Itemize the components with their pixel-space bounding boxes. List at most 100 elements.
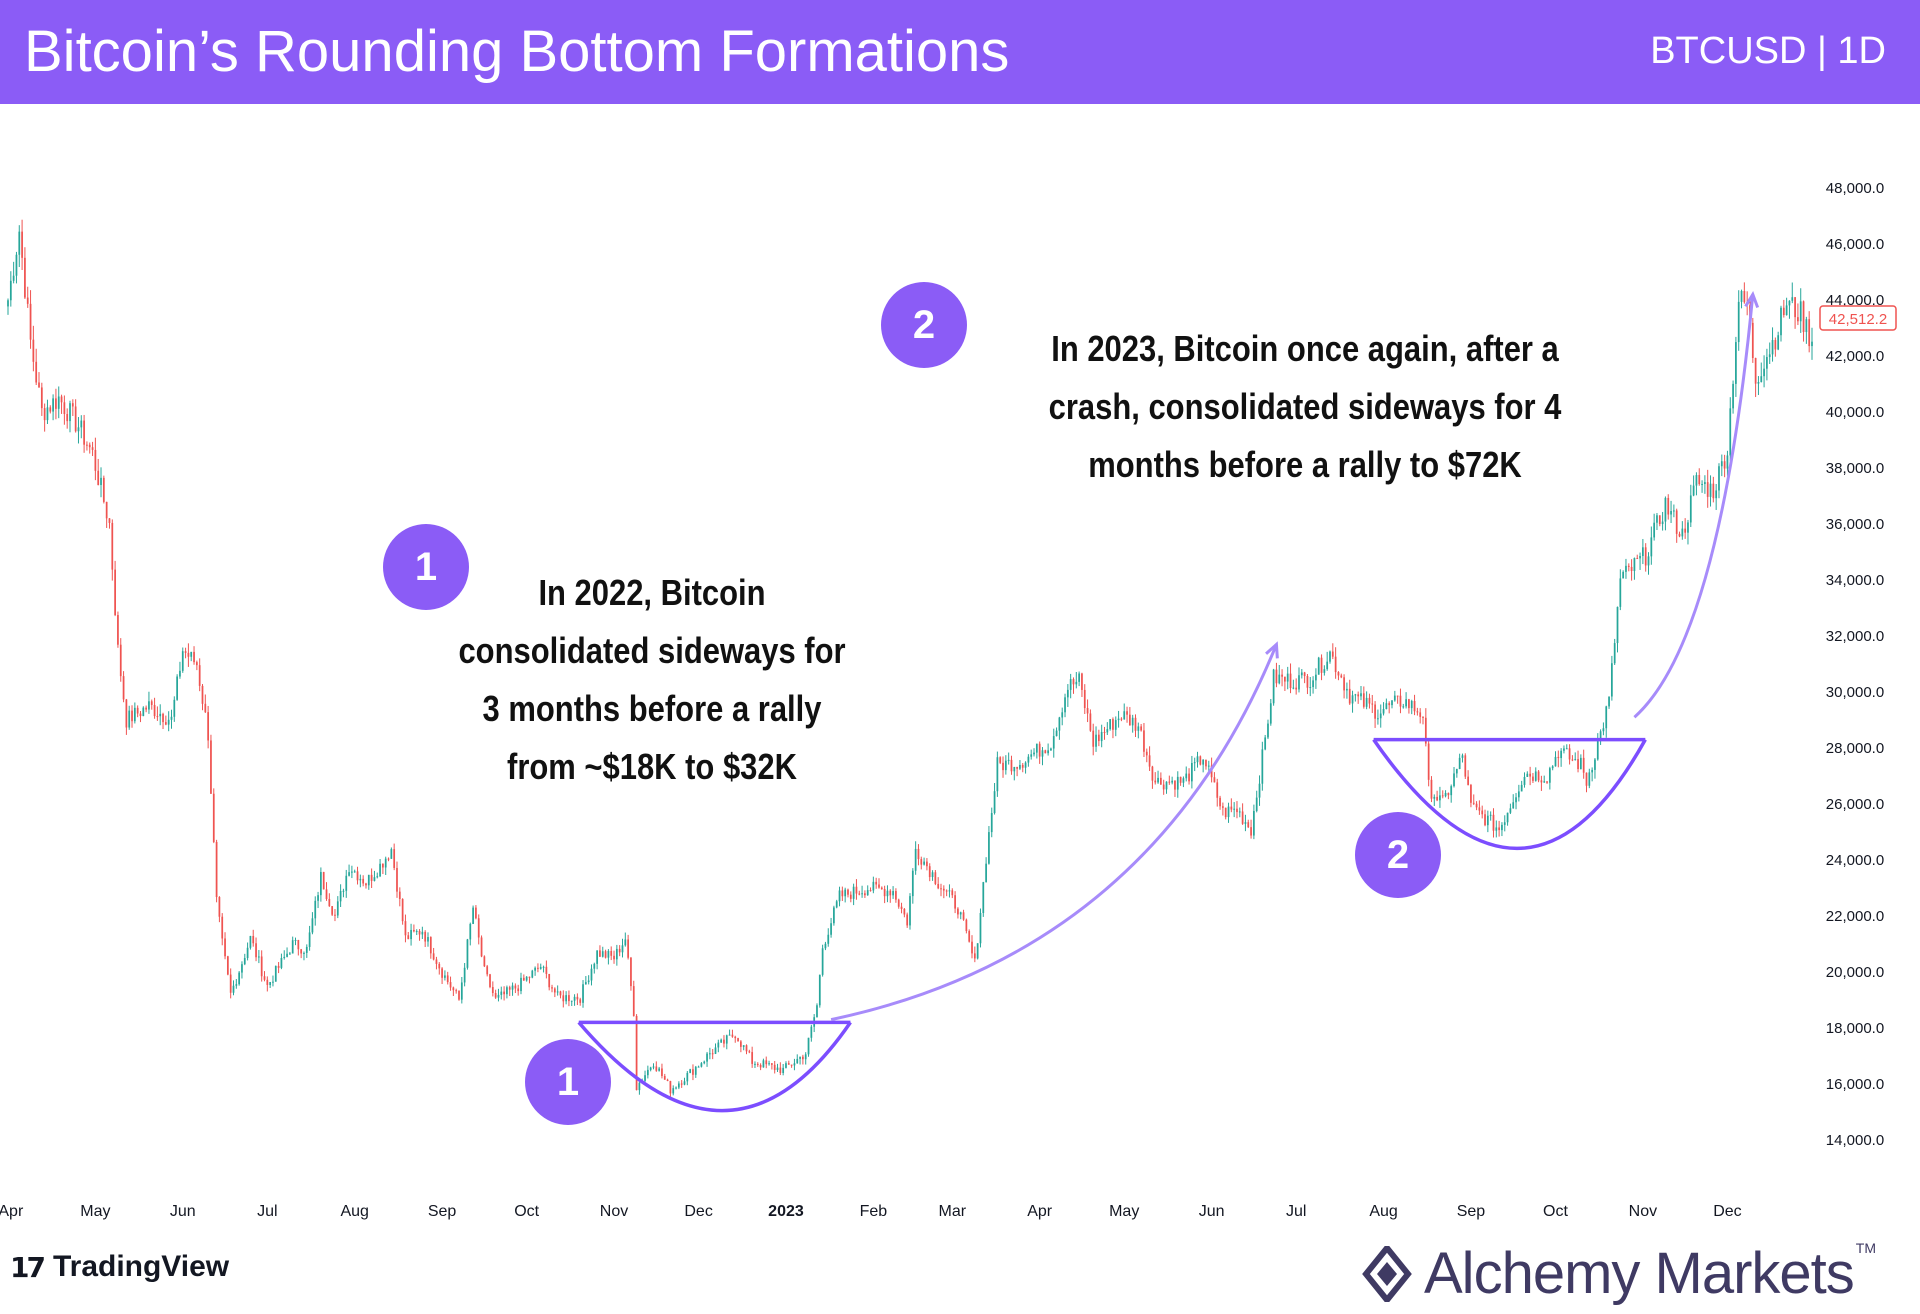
- candle-body: [740, 1041, 742, 1047]
- candle-body: [181, 651, 184, 671]
- badge-1-top: 1: [383, 524, 469, 610]
- candle-body: [824, 943, 827, 949]
- candle-body: [1422, 716, 1424, 718]
- candle-body: [965, 919, 968, 932]
- x-tick-label: Nov: [1629, 1203, 1657, 1220]
- candle-body: [1385, 703, 1388, 710]
- candle-body: [35, 361, 38, 383]
- candle-body: [55, 398, 57, 409]
- candle-body: [889, 890, 892, 896]
- y-tick-label: 14,000.0: [1826, 1132, 1884, 1149]
- candle-body: [537, 967, 539, 969]
- candle-body: [1168, 781, 1171, 783]
- candle-body: [1171, 780, 1174, 783]
- candle-body: [384, 858, 387, 868]
- candle-body: [69, 403, 71, 422]
- candle-body: [1368, 697, 1371, 704]
- candle-body: [1726, 455, 1729, 469]
- candle-body: [286, 953, 288, 957]
- candle-body: [1193, 762, 1196, 764]
- candle-body: [477, 918, 480, 938]
- candle-body: [1591, 769, 1594, 773]
- candle-body: [1222, 806, 1224, 808]
- candle-body: [959, 912, 962, 915]
- candle-body: [1427, 743, 1430, 780]
- candle-body: [1089, 713, 1092, 731]
- badge-2-top: 2: [881, 282, 967, 368]
- candle-body: [1320, 657, 1323, 673]
- candle-body: [322, 872, 325, 890]
- candle-body: [768, 1063, 770, 1065]
- candle-body: [1250, 827, 1252, 836]
- candle-body: [1594, 759, 1596, 770]
- candle-body: [1374, 704, 1376, 719]
- candle-body: [486, 966, 489, 975]
- candle-body: [1413, 701, 1416, 712]
- candle-body: [1475, 803, 1478, 808]
- candle-body: [1233, 808, 1236, 810]
- annotation-2022-line-1: In 2022, Bitcoin: [538, 572, 766, 613]
- candle-body: [624, 939, 627, 946]
- candle-body: [1512, 802, 1515, 809]
- candle-body: [1351, 695, 1354, 704]
- candle-body: [517, 988, 520, 992]
- candle-body: [193, 651, 195, 663]
- candle-body: [528, 976, 531, 978]
- candle-body: [494, 993, 497, 998]
- candle-body: [1207, 765, 1210, 767]
- candle-body: [1196, 756, 1199, 763]
- candle-body: [1706, 482, 1709, 497]
- candle-body: [522, 977, 525, 981]
- candle-body: [872, 881, 875, 891]
- candle-body: [407, 935, 410, 940]
- candle-body: [1433, 796, 1436, 799]
- candle-body: [1571, 759, 1574, 761]
- candle-body: [114, 569, 116, 616]
- candle-body: [294, 940, 297, 942]
- candle-body: [982, 882, 985, 914]
- candle-body: [1501, 824, 1503, 831]
- candle-body: [1470, 784, 1472, 803]
- candle-body: [1391, 700, 1393, 706]
- candle-body: [1100, 731, 1103, 742]
- candle-body: [1162, 784, 1165, 790]
- formation-drawings: [577, 290, 1760, 1113]
- candle-body: [1021, 764, 1024, 768]
- x-tick-label: Apr: [1027, 1203, 1053, 1220]
- candle-body: [945, 890, 948, 892]
- candle-body: [1689, 495, 1692, 523]
- candle-body: [506, 987, 508, 995]
- candle-body: [1565, 748, 1568, 750]
- candle-body: [404, 921, 407, 936]
- candle-body: [117, 615, 119, 645]
- candle-body: [1219, 797, 1221, 807]
- candle-body: [1123, 711, 1126, 720]
- candle-body: [150, 701, 153, 705]
- candle-body: [613, 955, 615, 960]
- candle-body: [1315, 674, 1317, 681]
- candle-body: [370, 874, 373, 881]
- alchemy-markets-brand: Alchemy Markets TM: [1362, 1240, 1876, 1307]
- candle-body: [686, 1072, 689, 1082]
- candle-body: [1306, 676, 1309, 688]
- candle-body: [951, 890, 954, 896]
- x-tick-label: Aug: [340, 1203, 368, 1220]
- candle-body: [1782, 307, 1785, 316]
- candle-body: [105, 501, 108, 519]
- candle-body: [1523, 776, 1526, 785]
- candle-body: [46, 407, 49, 421]
- candle-body: [156, 716, 159, 718]
- candle-body: [663, 1076, 666, 1080]
- candle-body: [300, 949, 303, 954]
- candle-body: [765, 1060, 768, 1065]
- candle-body: [1670, 510, 1672, 515]
- symbol-timeframe-label: BTCUSD | 1D: [1650, 30, 1886, 72]
- candle-body: [661, 1068, 663, 1077]
- candle-body: [1244, 822, 1247, 824]
- candle-body: [1777, 335, 1780, 350]
- last-price-label: 42,512.2: [1829, 311, 1887, 328]
- candle-body: [469, 923, 472, 940]
- candle-body: [759, 1064, 762, 1068]
- candle-body: [1780, 307, 1782, 336]
- candle-body: [1179, 776, 1182, 783]
